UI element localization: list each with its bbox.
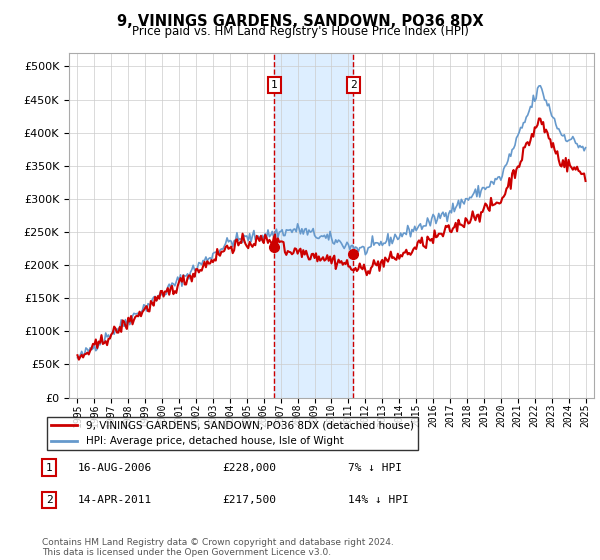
Text: 14-APR-2011: 14-APR-2011	[78, 495, 152, 505]
Bar	[274, 53, 353, 398]
Text: £228,000: £228,000	[222, 463, 276, 473]
Text: Contains HM Land Registry data © Crown copyright and database right 2024.
This d: Contains HM Land Registry data © Crown c…	[42, 538, 394, 557]
Text: 14% ↓ HPI: 14% ↓ HPI	[348, 495, 409, 505]
Legend: 9, VININGS GARDENS, SANDOWN, PO36 8DX (detached house), HPI: Average price, deta: 9, VININGS GARDENS, SANDOWN, PO36 8DX (d…	[47, 417, 418, 450]
Text: £217,500: £217,500	[222, 495, 276, 505]
Text: 7% ↓ HPI: 7% ↓ HPI	[348, 463, 402, 473]
Text: 1: 1	[271, 80, 278, 90]
Text: 16-AUG-2006: 16-AUG-2006	[78, 463, 152, 473]
Text: 1: 1	[46, 463, 53, 473]
Text: 2: 2	[350, 80, 357, 90]
Text: 9, VININGS GARDENS, SANDOWN, PO36 8DX: 9, VININGS GARDENS, SANDOWN, PO36 8DX	[116, 14, 484, 29]
Text: Price paid vs. HM Land Registry's House Price Index (HPI): Price paid vs. HM Land Registry's House …	[131, 25, 469, 38]
Text: 2: 2	[46, 495, 53, 505]
